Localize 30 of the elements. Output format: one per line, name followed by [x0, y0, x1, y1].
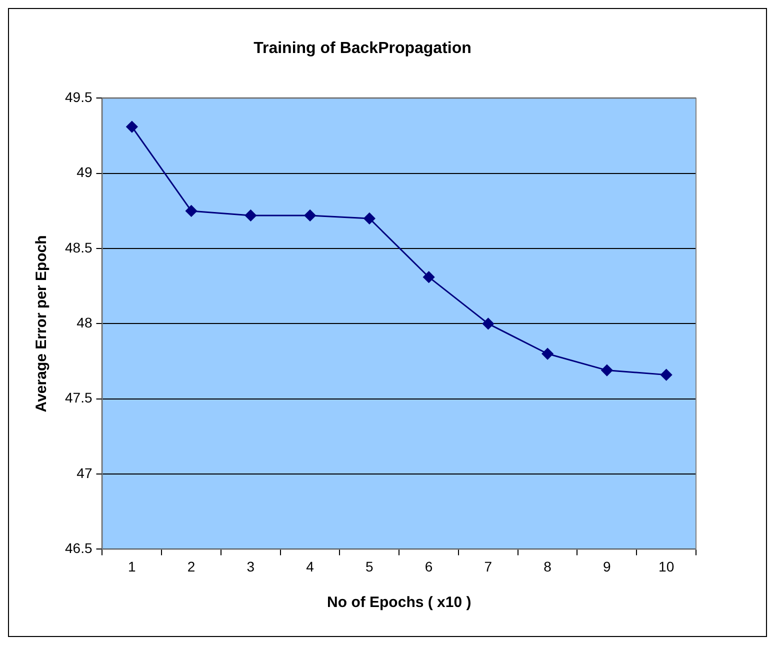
point	[601, 364, 613, 376]
point	[126, 121, 138, 133]
x-tick-label: 10	[658, 558, 674, 574]
x-tick-label: 4	[306, 558, 314, 574]
point	[482, 318, 494, 330]
x-tick-label: 3	[246, 558, 255, 574]
point	[304, 210, 316, 222]
point	[364, 212, 376, 224]
point	[542, 348, 554, 360]
y-tick-label: 47	[76, 464, 92, 481]
x-axis-title: No of Epochs ( x10 )	[327, 594, 472, 612]
point	[423, 271, 435, 283]
chart-title: Training of BackPropagation	[254, 40, 472, 58]
y-tick-label: 49	[76, 164, 92, 180]
point	[186, 205, 198, 217]
y-tick-label: 46.5	[65, 540, 92, 556]
y-axis-title: Average Error per Epoch	[33, 235, 50, 412]
x-tick-label: 8	[544, 558, 552, 574]
x-tick-label: 9	[603, 558, 612, 574]
x-tick-label: 6	[424, 558, 433, 574]
point	[244, 210, 256, 222]
y-tick-label: 47.5	[65, 390, 92, 406]
x-tick-label: 2	[187, 558, 196, 574]
x-tick-label: 7	[484, 558, 492, 574]
x-tick-label: 1	[128, 558, 136, 574]
y-tick-label: 49.5	[65, 89, 92, 106]
point	[660, 369, 672, 381]
y-tick-label: 48	[76, 314, 92, 331]
x-tick-label: 5	[366, 558, 374, 574]
y-tick-label: 48.5	[65, 239, 92, 256]
